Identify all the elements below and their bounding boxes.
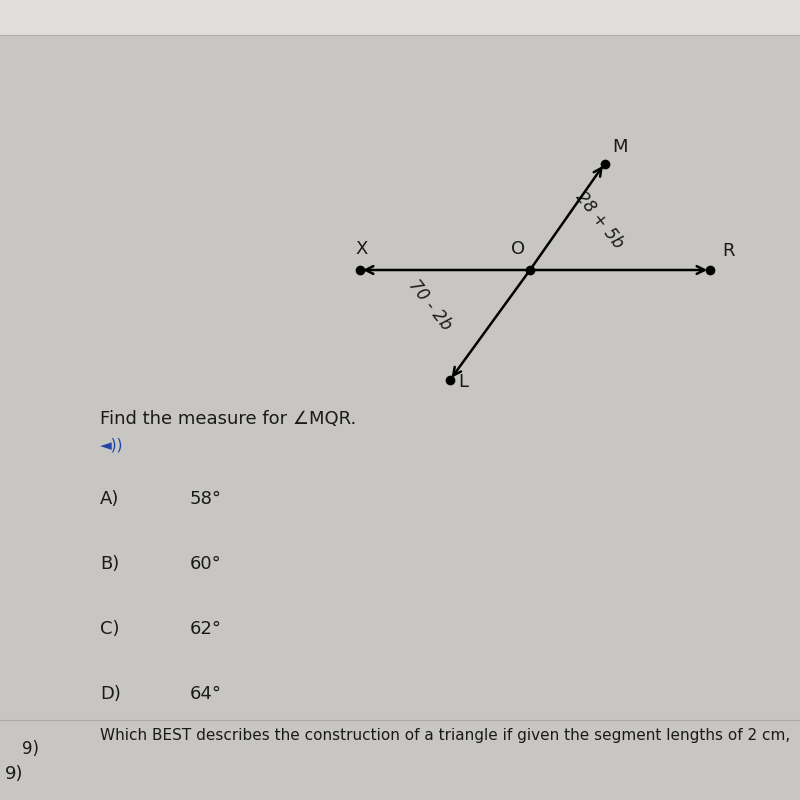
Text: 28 + 5b: 28 + 5b (572, 188, 627, 252)
Text: B): B) (100, 555, 119, 573)
Text: D): D) (100, 685, 121, 703)
Text: 62°: 62° (190, 620, 222, 638)
Text: A): A) (100, 490, 119, 508)
Text: Find the measure for ∠MQR.: Find the measure for ∠MQR. (100, 410, 356, 428)
Text: 64°: 64° (190, 685, 222, 703)
Text: L: L (458, 373, 468, 391)
Text: O: O (511, 240, 525, 258)
Text: ◄)): ◄)) (100, 438, 123, 453)
Text: C): C) (100, 620, 119, 638)
Text: X: X (356, 240, 368, 258)
Text: R: R (722, 242, 734, 260)
Text: Which BEST describes the construction of a triangle if given the segment lengths: Which BEST describes the construction of… (100, 728, 790, 743)
Text: M: M (613, 138, 628, 155)
Bar (0, 0, 800, 35)
Text: 58°: 58° (190, 490, 222, 508)
Text: 70 - 2b: 70 - 2b (405, 276, 455, 334)
Text: 9): 9) (5, 765, 23, 783)
Text: 60°: 60° (190, 555, 222, 573)
Text: 9): 9) (22, 740, 39, 758)
